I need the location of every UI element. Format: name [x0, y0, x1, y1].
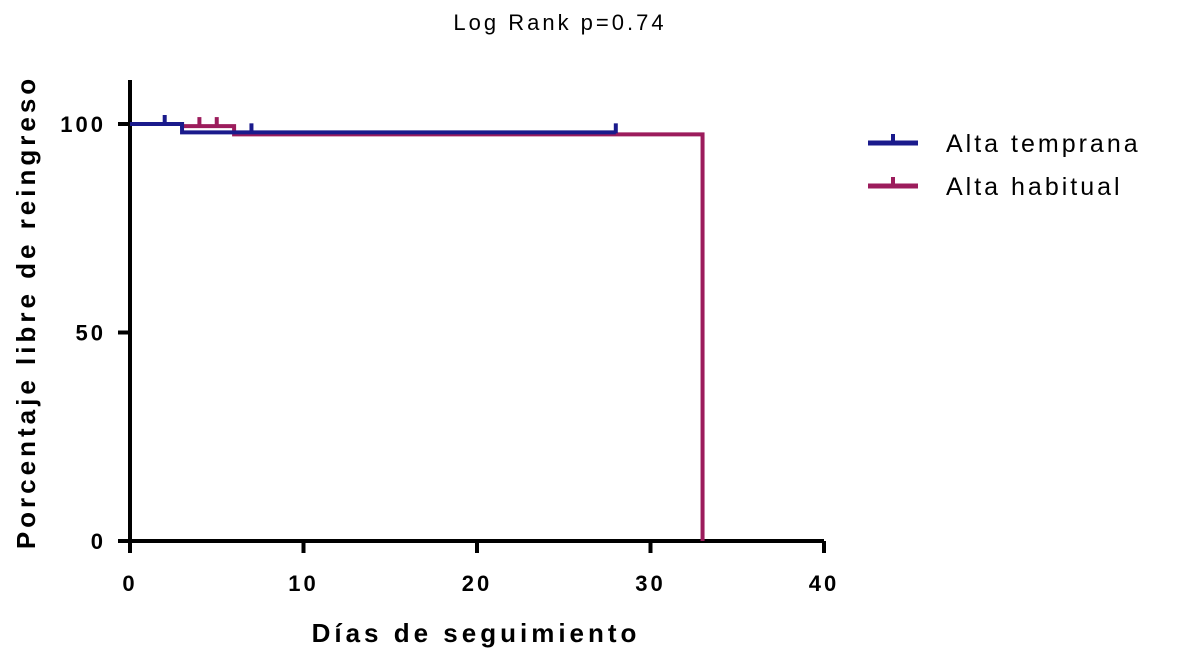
- x-tick-label: 20: [462, 571, 492, 596]
- series-line-1: [130, 122, 705, 541]
- y-axis-title: Porcentaje libre de reingreso: [11, 75, 41, 549]
- x-tick-label: 0: [122, 571, 137, 596]
- x-axis-title: Días de seguimiento: [312, 618, 641, 648]
- series-line-0: [130, 122, 616, 135]
- y-tick-label: 100: [60, 112, 106, 137]
- y-tick-label: 0: [91, 529, 106, 554]
- legend: Alta temprana Alta habitual: [868, 130, 1141, 201]
- chart-title: Log Rank p=0.74: [453, 10, 666, 35]
- y-tick-label: 50: [76, 321, 106, 346]
- x-tick-label: 40: [809, 571, 839, 596]
- legend-label-1: Alta habitual: [946, 173, 1123, 201]
- x-tick-label: 10: [288, 571, 318, 596]
- x-tick-label: 30: [635, 571, 665, 596]
- ticks: 0 10 20 30 40 0 50 100: [60, 112, 839, 596]
- axes: [128, 80, 824, 543]
- legend-label-0: Alta temprana: [946, 130, 1141, 158]
- series-layer: [130, 115, 705, 541]
